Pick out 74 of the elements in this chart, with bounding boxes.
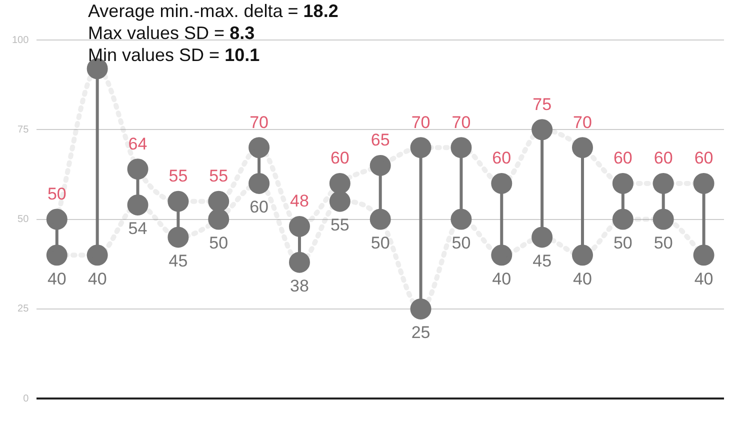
point	[450, 137, 472, 158]
point	[652, 208, 674, 230]
data-label: 54	[128, 219, 148, 238]
y-tick-label: 100	[12, 34, 30, 46]
point	[532, 119, 553, 140]
data-label: 75	[532, 94, 552, 114]
point	[652, 172, 674, 194]
point	[86, 244, 108, 266]
data-label: 50	[47, 184, 66, 204]
data-label: 55	[330, 216, 350, 235]
point	[450, 208, 472, 230]
point	[46, 208, 68, 230]
data-label: 50	[654, 233, 673, 252]
data-label: 50	[452, 233, 471, 252]
point	[410, 137, 432, 158]
data-label: 64	[128, 134, 148, 154]
text: Average min.-max. delta = 18.2	[88, 1, 338, 21]
point	[329, 172, 350, 194]
data-label: 25	[411, 323, 430, 342]
y-tick-label: 50	[18, 214, 30, 226]
annotation: Max values SD = 8.3	[88, 23, 255, 43]
data-label: 60	[492, 148, 512, 168]
point	[208, 208, 230, 230]
point	[572, 137, 593, 158]
data-label: 60	[654, 148, 673, 168]
point	[288, 216, 310, 237]
data-label: 50	[209, 233, 228, 252]
point	[168, 226, 189, 248]
y-tick-label: 0	[23, 393, 30, 404]
point	[208, 190, 230, 212]
data-label: 70	[452, 112, 471, 132]
data-label: 40	[694, 269, 714, 288]
data-label: 60	[250, 198, 269, 217]
point	[693, 172, 714, 194]
data-label: 55	[209, 166, 228, 186]
data-label: 40	[573, 269, 592, 288]
data-label: 40	[88, 269, 107, 288]
point	[370, 155, 391, 176]
data-label: 60	[694, 148, 714, 168]
data-label: 50	[370, 233, 390, 252]
data-label: 70	[411, 112, 430, 132]
data-label: 60	[613, 148, 632, 168]
point	[168, 190, 189, 212]
point	[612, 208, 634, 230]
point	[46, 244, 68, 266]
point	[288, 252, 310, 273]
data-label: 38	[290, 276, 309, 296]
point	[572, 244, 593, 266]
data-label: 40	[47, 269, 66, 288]
point	[248, 172, 270, 194]
point	[410, 298, 432, 320]
data-label: 40	[492, 269, 512, 288]
point	[248, 137, 270, 158]
annotation: Min values SD = 10.1	[88, 45, 260, 65]
data-label: 70	[250, 112, 269, 132]
data-label: 45	[532, 251, 552, 270]
point	[370, 208, 391, 230]
data-label: 45	[168, 251, 188, 270]
point	[127, 158, 148, 180]
point	[329, 190, 350, 212]
y-tick-label: 25	[18, 304, 30, 315]
point	[127, 194, 148, 216]
point	[693, 244, 714, 266]
data-label: 50	[613, 233, 632, 252]
point	[612, 172, 634, 194]
data-label: 70	[573, 112, 592, 132]
point	[491, 244, 512, 266]
data-label: 60	[330, 148, 350, 168]
data-label: 65	[370, 130, 390, 150]
data-label: 48	[290, 192, 309, 211]
data-label: 55	[168, 166, 188, 186]
point	[532, 226, 553, 248]
y-tick-label: 75	[18, 124, 30, 136]
point	[491, 172, 512, 194]
